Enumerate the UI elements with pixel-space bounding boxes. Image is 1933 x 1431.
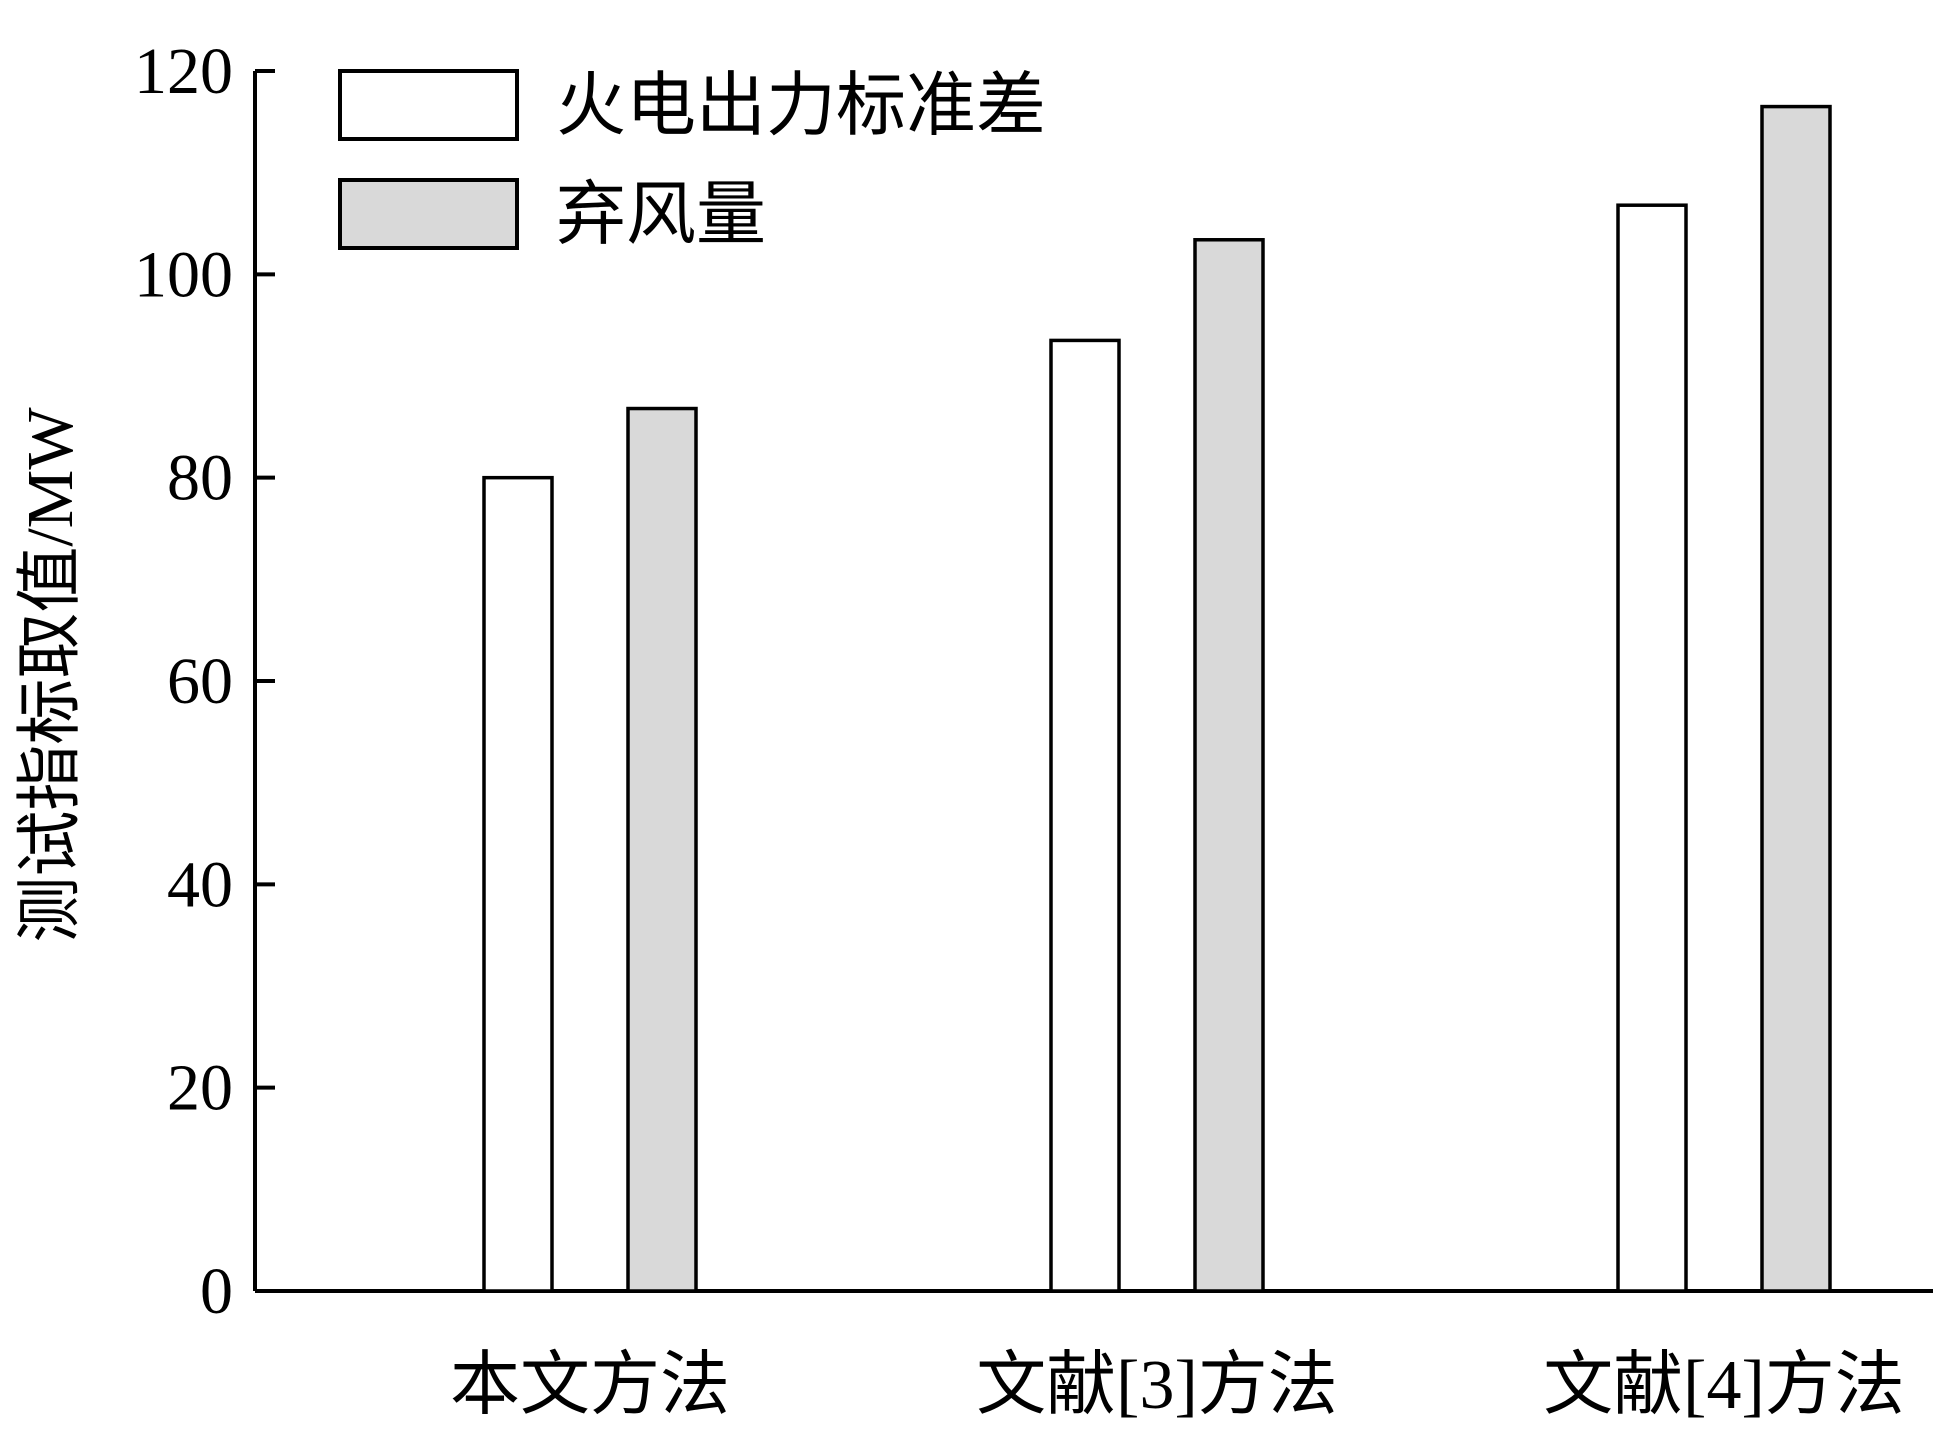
legend-label: 弃风量 bbox=[556, 177, 766, 254]
y-tick-label: 120 bbox=[134, 35, 233, 108]
y-tick-label: 40 bbox=[167, 848, 233, 921]
x-category-label: 文献[3]方法 bbox=[976, 1347, 1338, 1424]
legend-swatch bbox=[338, 178, 519, 250]
category-labels: 本文方法 文献[3]方法 文献[4]方法 bbox=[450, 1347, 1905, 1424]
bar-wind-curtailment bbox=[626, 406, 698, 1293]
y-tick-label: 80 bbox=[167, 442, 233, 515]
y-tick-label: 0 bbox=[200, 1255, 233, 1328]
bar-wind-curtailment bbox=[1193, 238, 1265, 1293]
y-ticks: 0 20 40 60 80 100 120 bbox=[134, 35, 275, 1328]
y-axis-label: 测试指标取值/MW bbox=[14, 407, 87, 943]
bar-thermal-std bbox=[1616, 203, 1688, 1293]
x-category-label: 文献[4]方法 bbox=[1543, 1347, 1905, 1424]
bar-wind-curtailment bbox=[1760, 104, 1832, 1293]
bar-thermal-std bbox=[482, 475, 554, 1293]
x-category-label: 本文方法 bbox=[450, 1347, 730, 1424]
y-tick-label: 20 bbox=[167, 1052, 233, 1125]
legend-label: 火电出力标准差 bbox=[556, 68, 1046, 145]
bar-thermal-std bbox=[1049, 338, 1121, 1293]
bars bbox=[482, 104, 1832, 1293]
legend-swatch bbox=[338, 69, 519, 141]
y-tick-label: 100 bbox=[134, 238, 233, 311]
y-tick-label: 60 bbox=[167, 645, 233, 718]
